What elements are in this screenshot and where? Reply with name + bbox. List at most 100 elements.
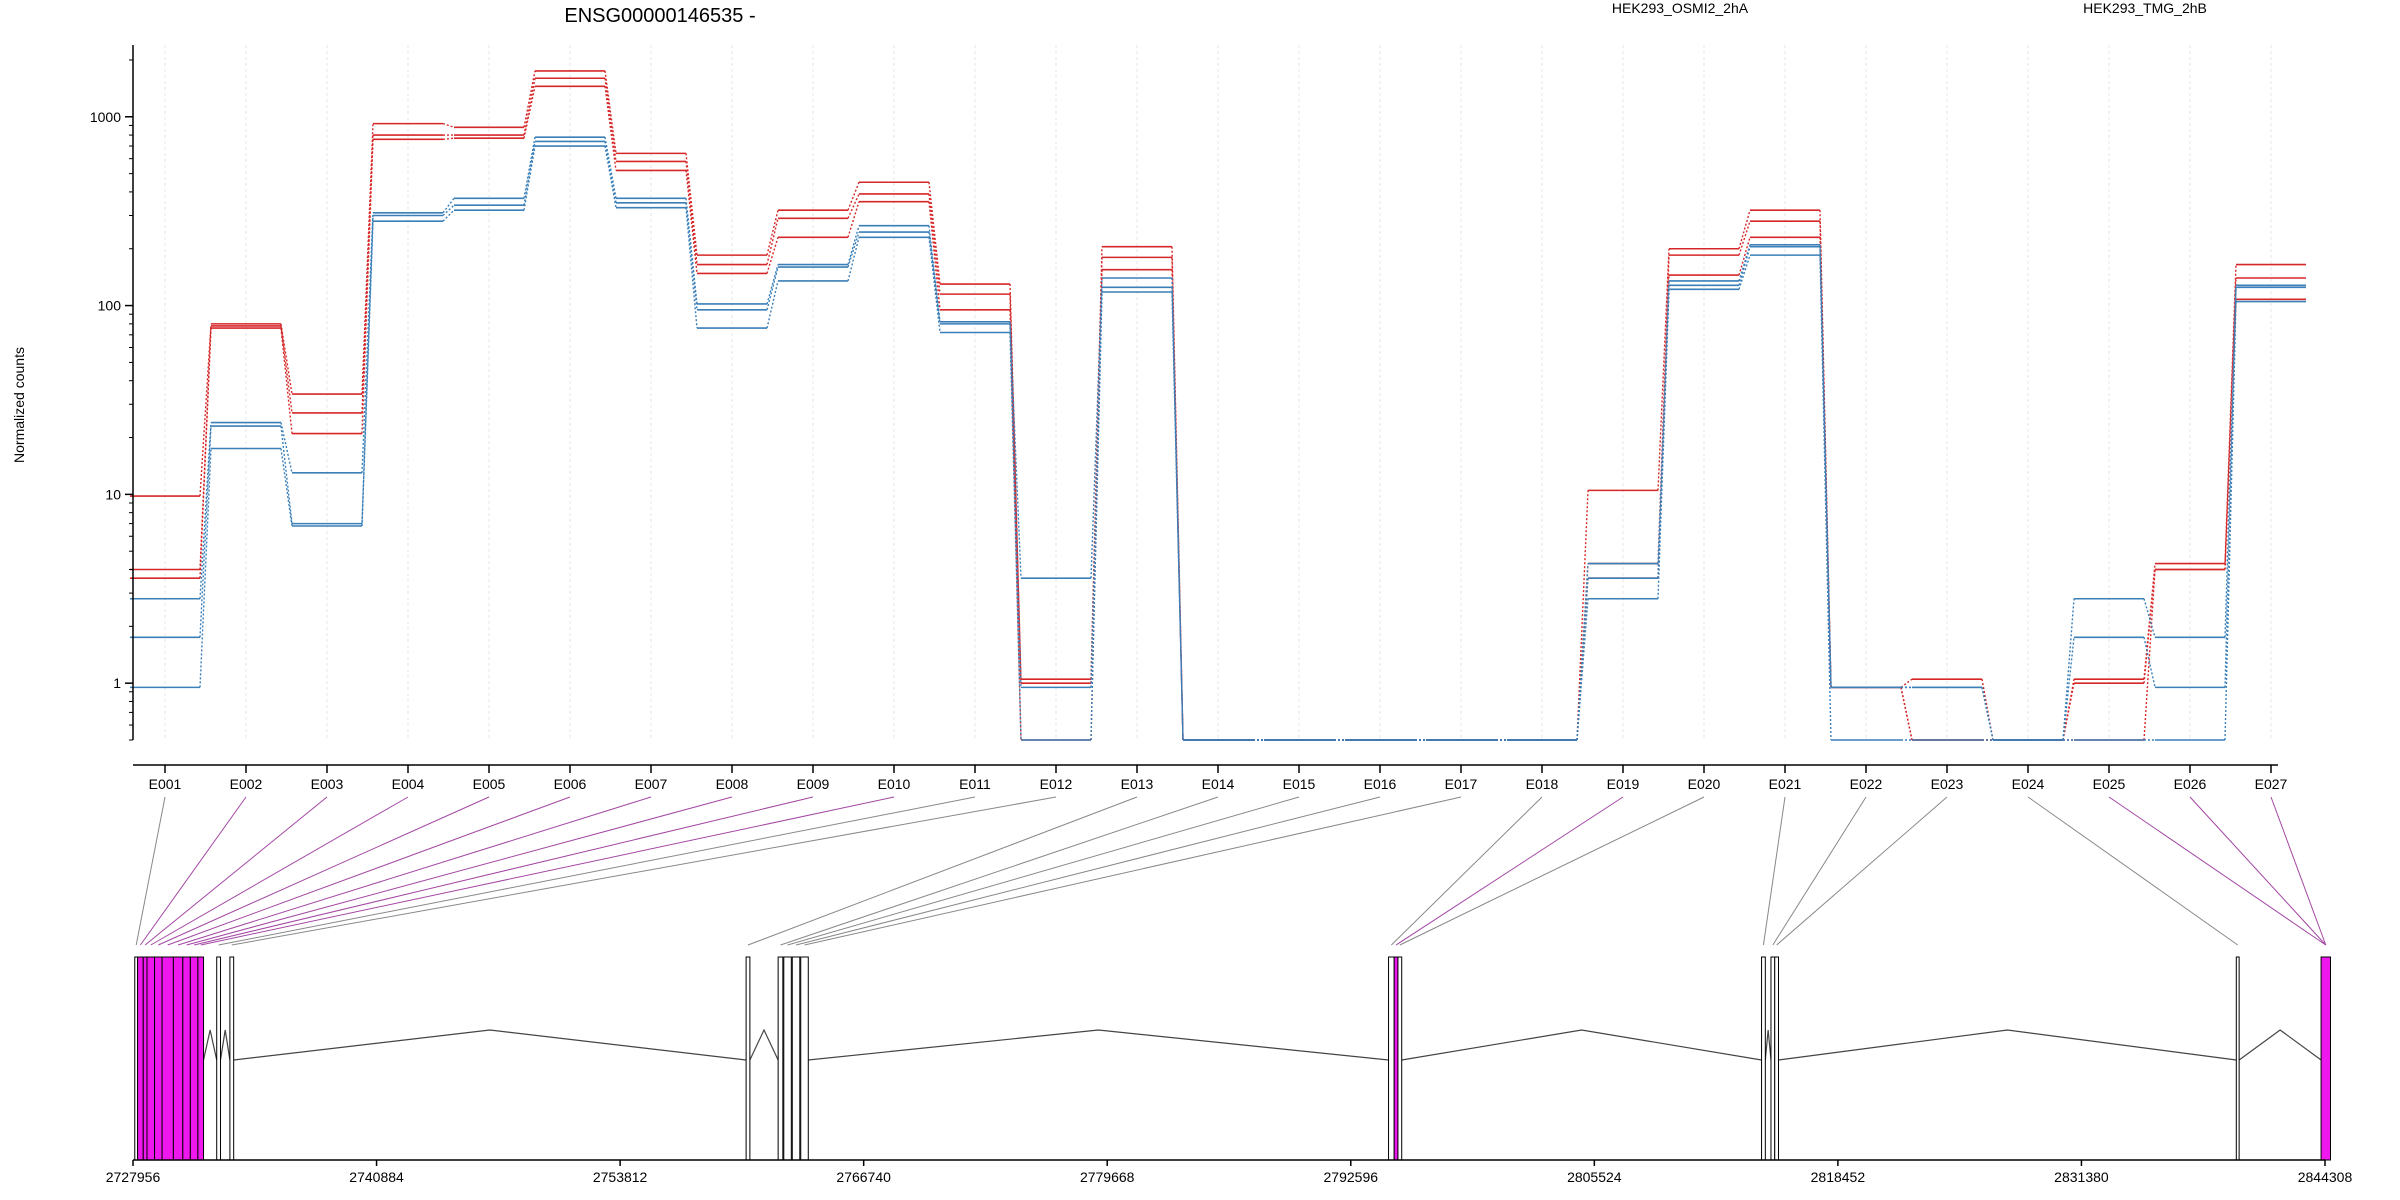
x-tick-label-E002: E002 <box>230 776 263 792</box>
series-connector <box>604 78 617 162</box>
series-connector <box>604 86 617 171</box>
series-connector <box>1009 321 1022 579</box>
series-HEK293_TMG_2hB-3 <box>130 145 2306 741</box>
connector-E009 <box>193 796 814 946</box>
series-connector <box>2224 264 2237 564</box>
intron <box>1778 1029 2237 1061</box>
series-connector <box>1171 277 1184 741</box>
series-connector <box>280 422 293 474</box>
series-connector <box>1738 237 1751 276</box>
connector-E016 <box>795 796 1381 946</box>
series-connector <box>2224 285 2237 638</box>
legend-entry-osmi2: HEK293_OSMI2_2hA <box>1612 0 1749 16</box>
series-connector <box>1657 255 1670 564</box>
series-connector <box>199 422 212 599</box>
connector-E012 <box>231 796 1057 946</box>
x-tick-label-E018: E018 <box>1526 776 1559 792</box>
series-connector <box>523 141 536 206</box>
y-tick-label-10: 10 <box>105 486 121 502</box>
intron <box>1764 1029 1772 1061</box>
series-connector <box>928 237 941 333</box>
series-connector <box>1738 220 1751 256</box>
series-connector <box>523 86 536 139</box>
series-connector <box>2143 637 2156 688</box>
exon-box-E024 <box>2235 956 2240 1161</box>
series-connector <box>766 264 779 305</box>
connector-E021 <box>1762 796 1786 946</box>
series-connector <box>523 145 536 211</box>
connector-E024 <box>2027 796 2239 946</box>
series-connector <box>523 137 536 199</box>
series-connector <box>442 122 455 128</box>
exon-box-E009 <box>189 956 199 1161</box>
coordinate-tick-label-2831380: 2831380 <box>2054 1169 2109 1185</box>
series-connector <box>766 280 779 329</box>
series-connector <box>361 212 374 473</box>
series-connector <box>442 204 455 217</box>
connector-E019 <box>1395 796 1624 946</box>
exon-box-E002 <box>137 956 144 1161</box>
series-connector <box>1090 269 1103 741</box>
x-tick-label-E013: E013 <box>1121 776 1154 792</box>
connector-E005 <box>158 796 490 946</box>
exon-box-E025 <box>2320 956 2332 1161</box>
x-tick-label-E017: E017 <box>1445 776 1478 792</box>
series-connector <box>685 153 698 256</box>
series-connector <box>766 210 779 256</box>
series-connector <box>928 193 941 295</box>
coordinate-tick-label-2766740: 2766740 <box>836 1169 891 1185</box>
exon-box-E004 <box>146 956 156 1161</box>
intron <box>749 1028 779 1061</box>
series-connector <box>280 325 293 414</box>
exon-box-E003 <box>142 956 148 1161</box>
connector-E022 <box>1772 796 1867 946</box>
axes: 1 10 100 1000 E001 E002 E003 E004 E005 E006 E007 E0… <box>90 45 2288 792</box>
coordinate-tick-label-2779668: 2779668 <box>1080 1169 1135 1185</box>
exon-box-E023 <box>1774 956 1780 1161</box>
series-connector <box>442 137 455 140</box>
intron <box>1401 1029 1762 1061</box>
coordinate-tick-label-2727956: 2727956 <box>106 1169 161 1185</box>
connector-E007 <box>177 796 652 946</box>
exon-box-E021 <box>1761 956 1766 1161</box>
intron <box>233 1029 747 1061</box>
series-connector <box>199 328 212 579</box>
series-connector <box>2143 569 2156 684</box>
series-connector <box>1819 244 1832 688</box>
connector-E025 <box>2108 796 2327 946</box>
x-tick-label-E010: E010 <box>878 776 911 792</box>
exon-box-E014 <box>777 956 784 1161</box>
intron <box>808 1029 1389 1061</box>
x-tick-label-E023: E023 <box>1931 776 1964 792</box>
y-axis-label: Normalized counts <box>11 347 27 463</box>
exon-box-E007 <box>172 956 184 1161</box>
x-tick-label-E015: E015 <box>1283 776 1316 792</box>
series-connector <box>847 231 860 268</box>
x-tick-label-E027: E027 <box>2255 776 2288 792</box>
x-tick-label-E001: E001 <box>149 776 182 792</box>
connector-E011 <box>218 796 976 946</box>
connector-E020 <box>1399 796 1705 946</box>
connector-E006 <box>167 796 571 946</box>
series-connector <box>1171 291 1184 741</box>
series-connector <box>523 78 536 136</box>
x-tick-label-E026: E026 <box>2174 776 2207 792</box>
series-connector <box>1090 291 1103 741</box>
series-connector <box>442 197 455 214</box>
series-connector <box>1900 678 1913 688</box>
x-tick-label-E012: E012 <box>1040 776 1073 792</box>
connector-E026 <box>2189 796 2327 946</box>
x-tick-label-E011: E011 <box>959 776 991 792</box>
series-connector <box>361 215 374 524</box>
series-connector <box>847 181 860 211</box>
chart-title: ENSG00000146535 - <box>564 5 755 27</box>
connector-E023 <box>1776 796 1948 946</box>
x-tick-label-E022: E022 <box>1850 776 1883 792</box>
series-connector <box>847 193 860 219</box>
exon-box-E013 <box>745 956 751 1161</box>
connector-E010 <box>200 796 895 946</box>
series-connector <box>280 448 293 527</box>
series-connector <box>604 145 617 208</box>
series-connector <box>1576 578 1589 741</box>
